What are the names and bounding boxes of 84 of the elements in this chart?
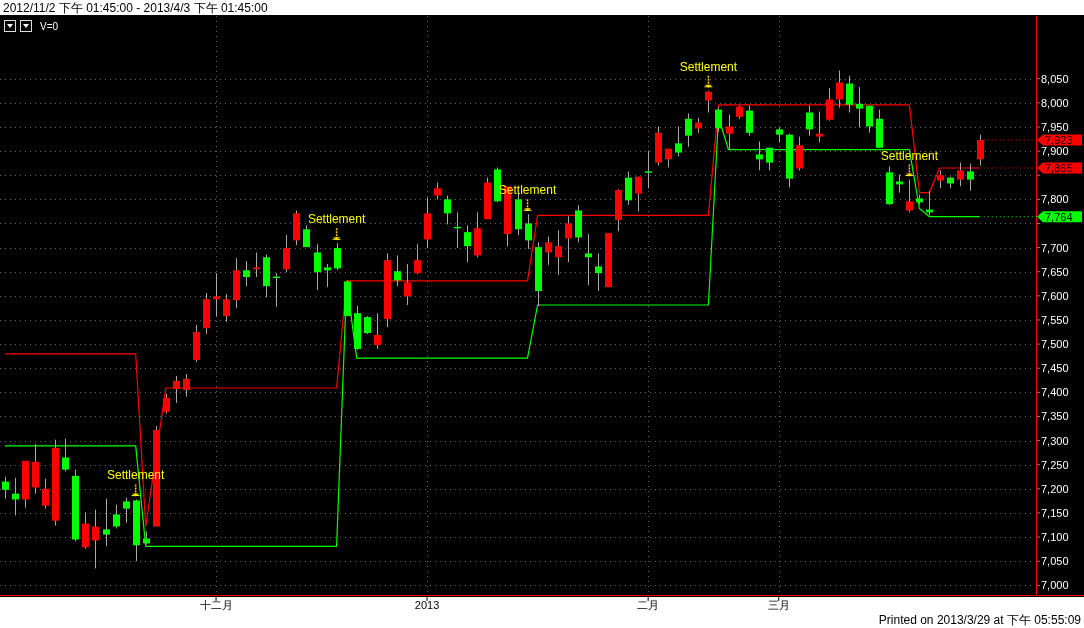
candlestick [896, 173, 903, 194]
y-tick-label: 7,550 [1041, 313, 1069, 326]
candlestick [856, 86, 863, 128]
chart-title: 2012/11/2 下午 01:45:00 - 2013/4/3 下午 01:45:00 [3, 1, 268, 15]
y-tick-label: 7,700 [1041, 241, 1069, 254]
candlestick [595, 252, 602, 292]
candlestick [756, 140, 763, 171]
y-tick-label: 7,200 [1041, 482, 1069, 495]
candlestick [253, 251, 260, 278]
candlestick [173, 375, 180, 404]
candlestick [113, 504, 120, 529]
candlestick [726, 113, 733, 151]
candlestick [746, 105, 753, 137]
candlestick [585, 233, 592, 286]
candlestick [926, 190, 933, 216]
x-tick-label: 三月 [767, 599, 790, 611]
y-tick-label: 7,050 [1041, 555, 1069, 568]
candlestick [103, 498, 110, 547]
text: Printed on 2013/3/29 at 下午 05:55:09 [878, 613, 1082, 627]
y-tick-label: 8,000 [1041, 96, 1069, 109]
candlestick [42, 478, 49, 510]
candlestick [957, 162, 964, 187]
candlestick [2, 476, 9, 499]
candlestick [675, 125, 682, 157]
candlestick [705, 90, 712, 113]
candlestick [314, 243, 321, 291]
candlestick [414, 243, 421, 275]
candlestick [635, 176, 642, 212]
y-tick-label: 7,000 [1041, 579, 1069, 592]
candlestick [806, 105, 813, 137]
data-label: 7,865 [1045, 161, 1073, 174]
candlestick [977, 134, 984, 167]
candlestick [685, 112, 692, 148]
candlestick [92, 509, 99, 569]
candlestick [645, 150, 652, 189]
y-tick-label: 7,900 [1041, 145, 1069, 158]
candlestick [183, 373, 190, 398]
candlestick [906, 179, 913, 213]
y-tick-label: 7,450 [1041, 362, 1069, 375]
y-tick-label: 7,350 [1041, 410, 1069, 423]
candlestick [283, 234, 290, 273]
candlestick [123, 497, 130, 524]
annotation: Settlement [679, 59, 738, 74]
candlestick [334, 242, 341, 271]
y-tick-label: 8,050 [1041, 72, 1069, 85]
y-tick-label: 7,100 [1041, 531, 1069, 544]
y-tick-label: 7,300 [1041, 434, 1069, 447]
y-tick-label: 7,800 [1041, 193, 1069, 206]
annotation: Settlement [307, 212, 366, 227]
candlestick [404, 263, 411, 306]
candlestick [62, 438, 69, 472]
candlestick [625, 170, 632, 206]
candlestick [213, 272, 220, 317]
y-tick-label: 7,500 [1041, 338, 1069, 351]
y-tick-label: 7,950 [1041, 120, 1069, 133]
candlestick [796, 136, 803, 171]
candlestick [565, 215, 572, 263]
candlestick [464, 224, 471, 263]
candlestick [545, 236, 552, 266]
y-tick-label: 7,600 [1041, 289, 1069, 302]
y-tick-label: 7,250 [1041, 458, 1069, 471]
text: V=0 [40, 21, 59, 32]
y-tick-label: 7,650 [1041, 265, 1069, 278]
candlestick [394, 254, 401, 287]
candlestick [846, 75, 853, 113]
candlestick [525, 213, 532, 250]
candlestick [163, 393, 170, 415]
x-tick-label: 二月 [637, 599, 660, 611]
candlestick [223, 293, 230, 323]
candlestick [816, 111, 823, 143]
candlestick [967, 163, 974, 192]
candlestick [555, 229, 562, 276]
x-tick-label: 十二月 [199, 599, 233, 611]
y-tick-label: 7,400 [1041, 386, 1069, 399]
candlestick [82, 511, 89, 550]
data-label: 7,764 [1045, 210, 1073, 223]
candlestick [866, 105, 873, 134]
candlestick [243, 260, 250, 287]
candlestick [324, 263, 331, 288]
x-tick-label: 2013 [414, 599, 440, 611]
y-tick-label: 7,150 [1041, 506, 1069, 519]
candlestick [374, 312, 381, 350]
text: 7,923 [1045, 134, 1073, 146]
candlestick [444, 194, 451, 225]
